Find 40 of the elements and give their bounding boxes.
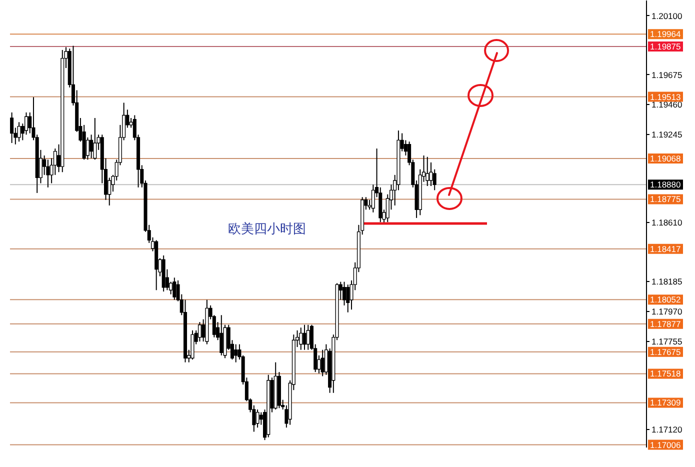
ref-line-label: 1.17006 (650, 440, 681, 450)
ref-line-label: 1.19875 (650, 42, 681, 52)
ref-line-label: 1.19513 (650, 92, 681, 102)
candlestick (234, 344, 238, 363)
y-tick-label: 1.18185 (652, 276, 682, 287)
y-tick-label: 1.18610 (652, 218, 682, 228)
annotation: 欧美四小时图 (228, 220, 306, 237)
candlestick (426, 156, 430, 187)
candlestick (346, 284, 350, 313)
ref-line-label: 1.17675 (650, 346, 681, 357)
candlestick (172, 277, 176, 300)
ref-line-label: 1.17518 (650, 368, 681, 379)
candlestick (190, 330, 194, 360)
y-tick-label: 1.20100 (652, 10, 682, 21)
candlestick (306, 324, 310, 350)
y-tick-label: 1.17755 (652, 336, 682, 346)
candlestick (10, 112, 14, 144)
ref-line-label: 1.18880 (650, 180, 681, 190)
ref-line-label: 1.18417 (650, 244, 681, 254)
y-tick-label: 1.19245 (652, 129, 682, 140)
ref-line-label: 1.19068 (650, 154, 681, 164)
candlestick (342, 281, 346, 306)
ref-line-label: 1.18052 (650, 294, 681, 305)
candlestick (46, 159, 50, 188)
candlestick (220, 314, 224, 356)
y-tick-label: 1.17120 (652, 424, 682, 434)
candlestick (17, 122, 21, 142)
ref-line-label: 1.19964 (650, 29, 681, 40)
candlestick (320, 349, 324, 377)
candlestick (93, 117, 97, 160)
candlestick (256, 409, 260, 428)
candlestick (302, 324, 306, 350)
y-tick-label: 1.19460 (652, 100, 682, 110)
candlestick (198, 322, 202, 342)
y-tick-label: 1.17970 (652, 306, 682, 316)
ref-line-label: 1.17877 (650, 318, 681, 329)
ref-line-label: 1.17309 (650, 398, 681, 408)
y-tick-label: 1.19675 (652, 70, 682, 80)
ref-line-label: 1.18775 (650, 194, 681, 204)
candlestick (299, 327, 303, 350)
